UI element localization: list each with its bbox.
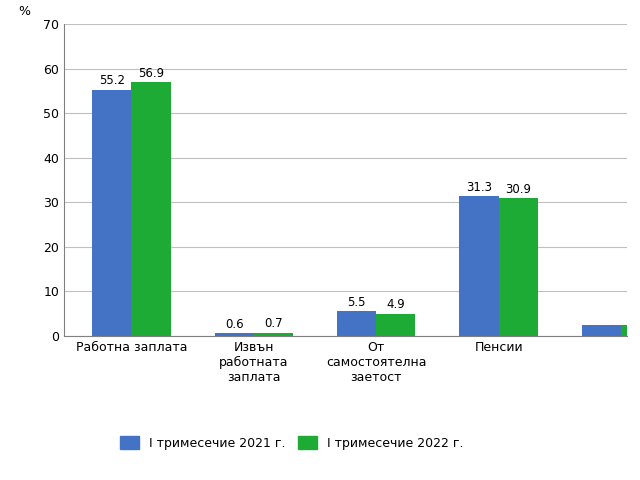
Legend: I тримесечие 2021 г., I тримесечие 2022 г.: I тримесечие 2021 г., I тримесечие 2022 … xyxy=(115,431,468,455)
Text: 4.9: 4.9 xyxy=(387,299,405,312)
Bar xyxy=(376,314,415,336)
Text: 31.3: 31.3 xyxy=(466,181,492,194)
Text: 5.5: 5.5 xyxy=(348,296,366,309)
Bar xyxy=(582,325,621,336)
Bar xyxy=(621,325,640,336)
Text: %: % xyxy=(19,5,31,18)
Bar xyxy=(499,198,538,336)
Text: 0.7: 0.7 xyxy=(264,317,283,330)
Bar xyxy=(131,83,170,336)
Bar xyxy=(214,333,254,336)
Text: 30.9: 30.9 xyxy=(505,182,531,196)
Bar xyxy=(337,312,376,336)
Text: 56.9: 56.9 xyxy=(138,67,164,80)
Text: 0.6: 0.6 xyxy=(225,318,243,331)
Bar xyxy=(460,196,499,336)
Bar xyxy=(92,90,131,336)
Text: 55.2: 55.2 xyxy=(99,74,125,87)
Bar xyxy=(254,333,293,336)
